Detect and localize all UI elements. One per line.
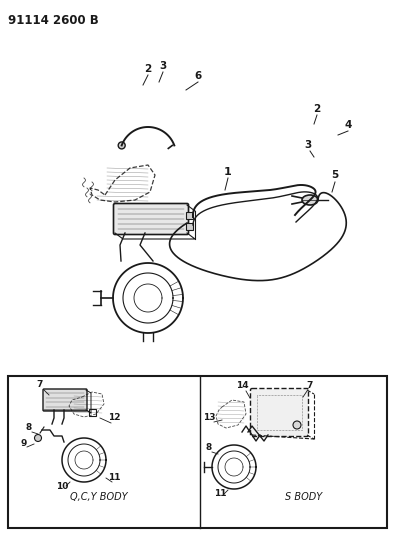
Bar bbox=[8, 376, 387, 528]
Text: 14: 14 bbox=[236, 381, 248, 390]
Text: 1: 1 bbox=[224, 167, 232, 177]
Text: 3: 3 bbox=[305, 140, 312, 150]
Circle shape bbox=[293, 421, 301, 429]
Text: 2: 2 bbox=[145, 64, 152, 74]
Bar bbox=[186, 212, 193, 219]
Text: 10: 10 bbox=[56, 482, 68, 491]
Bar bbox=[89, 409, 96, 416]
Text: 11: 11 bbox=[108, 473, 120, 482]
Circle shape bbox=[118, 142, 125, 149]
Text: 12: 12 bbox=[108, 413, 120, 422]
Text: 6: 6 bbox=[194, 71, 201, 81]
Text: 7: 7 bbox=[307, 381, 313, 390]
Text: 5: 5 bbox=[331, 170, 339, 180]
Bar bbox=[186, 223, 193, 230]
FancyBboxPatch shape bbox=[113, 204, 188, 235]
FancyBboxPatch shape bbox=[43, 389, 87, 411]
Circle shape bbox=[34, 434, 41, 441]
Text: 13: 13 bbox=[203, 413, 215, 422]
Text: 4: 4 bbox=[344, 120, 352, 130]
Ellipse shape bbox=[302, 195, 318, 205]
Text: 11: 11 bbox=[214, 489, 226, 498]
Text: 8: 8 bbox=[26, 423, 32, 432]
FancyBboxPatch shape bbox=[250, 389, 308, 437]
Text: Q,C,Y BODY: Q,C,Y BODY bbox=[70, 492, 128, 502]
Text: 3: 3 bbox=[159, 61, 167, 71]
Text: 9: 9 bbox=[21, 439, 27, 448]
Text: S BODY: S BODY bbox=[285, 492, 323, 502]
Text: 8: 8 bbox=[206, 443, 212, 452]
Text: 7: 7 bbox=[37, 380, 43, 389]
Text: 2: 2 bbox=[313, 104, 321, 114]
Text: 91114 2600 B: 91114 2600 B bbox=[8, 14, 99, 27]
